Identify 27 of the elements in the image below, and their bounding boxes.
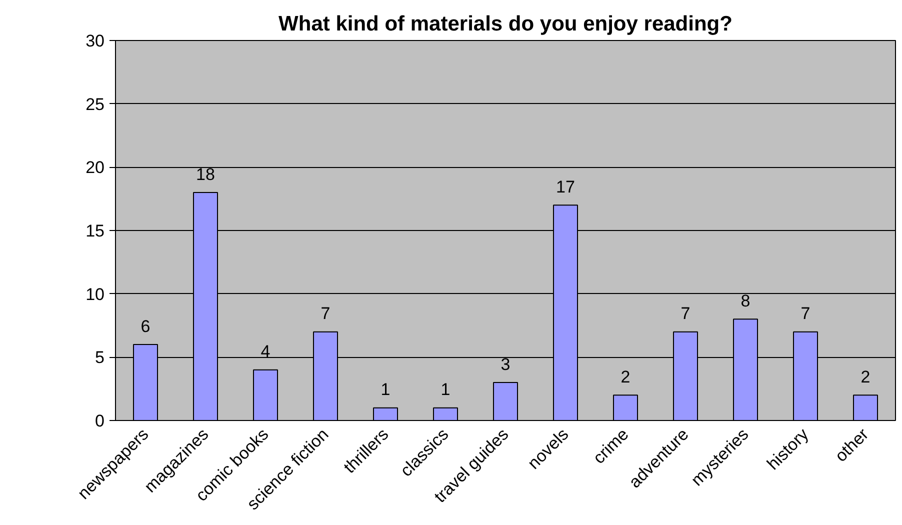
chart-title: What kind of materials do you enjoy reading?	[278, 12, 732, 36]
data-label: 1	[380, 380, 390, 400]
data-label: 2	[620, 368, 630, 386]
bar	[613, 394, 638, 420]
y-tick-label: 20	[86, 158, 105, 178]
data-label: 8	[740, 292, 750, 310]
bar	[493, 382, 518, 420]
data-label: 6	[140, 316, 150, 336]
bar	[433, 407, 458, 420]
data-label: 7	[800, 304, 810, 324]
data-label: 4	[260, 342, 270, 362]
data-label: 18	[196, 164, 215, 184]
y-tick-label: 5	[95, 348, 105, 368]
y-tick-label: 0	[95, 412, 105, 430]
bar	[253, 369, 278, 420]
data-label: 7	[680, 304, 690, 324]
data-label: 7	[320, 304, 330, 324]
y-tick-label: 15	[86, 222, 105, 240]
y-tick-label: 25	[86, 94, 105, 114]
bar	[373, 407, 398, 420]
data-label: 1	[440, 380, 450, 400]
data-label: 17	[556, 178, 575, 196]
bar	[853, 394, 878, 420]
y-tick-label: 10	[86, 284, 105, 304]
y-tick-label: 30	[86, 32, 105, 50]
data-label: 3	[500, 354, 510, 374]
data-label: 2	[860, 368, 870, 386]
